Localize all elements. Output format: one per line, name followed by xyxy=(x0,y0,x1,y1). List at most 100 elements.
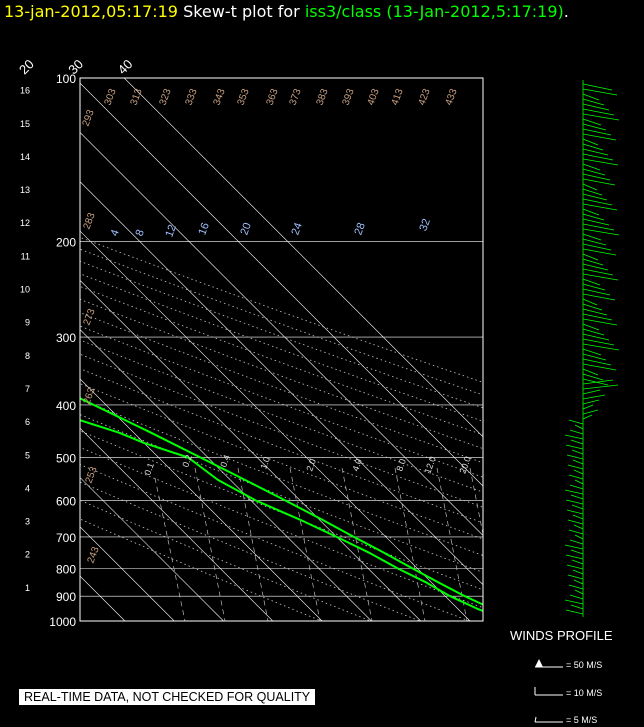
wind-key-barbs xyxy=(534,659,563,723)
wind-barb xyxy=(572,569,584,575)
isotherm-line xyxy=(80,131,483,536)
wind-barb xyxy=(582,373,604,381)
isotherm-line xyxy=(80,427,274,621)
isotherm-label: 40 xyxy=(115,56,136,77)
wind-barb xyxy=(582,308,608,316)
wind-barb xyxy=(582,158,619,166)
wind-barb xyxy=(582,298,598,306)
wind-barb xyxy=(582,268,614,276)
mixing-ratio-label: 12 xyxy=(163,223,178,239)
wind-barb xyxy=(582,358,612,366)
lower-mixing-label: 4.0 xyxy=(350,457,364,472)
isotherm-line xyxy=(80,82,483,487)
wind-barb xyxy=(564,434,584,440)
isotherm-line xyxy=(80,378,323,621)
theta-label: 373 xyxy=(288,87,304,107)
wind-barb xyxy=(582,118,602,126)
wind-key-barb xyxy=(534,716,537,723)
wind-barb xyxy=(571,559,584,565)
height-tick-label: 13 xyxy=(20,185,30,195)
wind-barb xyxy=(582,394,606,400)
theta-label: 283 xyxy=(82,211,98,231)
wind-barb xyxy=(582,178,616,186)
theta-label: 253 xyxy=(84,465,100,485)
wind-key-10: = 10 M/S xyxy=(566,688,603,698)
dewpoint-trace xyxy=(80,419,483,613)
wind-barb xyxy=(568,474,584,480)
wind-barb xyxy=(573,469,584,475)
wind-barb xyxy=(582,384,619,390)
theta-label: 393 xyxy=(341,87,357,107)
wind-barb xyxy=(565,554,584,560)
theta-label: 343 xyxy=(212,87,228,107)
isotherm-line xyxy=(80,526,175,621)
wind-barb xyxy=(566,564,584,570)
wind-barb xyxy=(582,273,619,281)
mixing-ratio-line xyxy=(237,467,269,621)
theta-label: 383 xyxy=(315,87,331,107)
theta-label: 433 xyxy=(444,87,460,107)
wind-barb xyxy=(582,83,613,91)
dry-adiabat xyxy=(80,353,483,508)
pressure-tick-label: 800 xyxy=(56,562,76,576)
height-tick-label: 11 xyxy=(21,251,30,261)
wind-barb xyxy=(582,123,607,131)
wind-barb xyxy=(582,343,620,351)
dry-adiabat xyxy=(80,286,483,436)
wind-barb xyxy=(582,208,600,216)
wind-barb xyxy=(582,404,594,410)
wind-barb xyxy=(582,283,606,291)
isotherm-line xyxy=(80,329,372,621)
height-tick-label: 15 xyxy=(20,119,30,129)
pressure-tick-label: 500 xyxy=(56,452,76,466)
isotherm-line xyxy=(123,78,483,438)
wind-barb xyxy=(582,233,602,241)
isotherm-line xyxy=(80,477,224,621)
quality-disclaimer: REAL-TIME DATA, NOT CHECKED FOR QUALITY xyxy=(19,689,316,705)
wind-barb xyxy=(582,148,609,156)
theta-label: 323 xyxy=(158,87,174,107)
dry-adiabat xyxy=(80,368,483,524)
wind-barb xyxy=(582,193,608,201)
wind-barb xyxy=(582,293,616,301)
wind-barb xyxy=(582,188,603,196)
mixing-ratio-line xyxy=(394,467,426,621)
wind-barb xyxy=(572,459,584,465)
wind-barb xyxy=(570,549,584,555)
wind-barb xyxy=(565,609,584,615)
wind-barb xyxy=(566,454,584,460)
theta-label: 403 xyxy=(366,87,382,107)
wind-barb xyxy=(582,228,620,236)
wind-barb xyxy=(569,429,584,435)
height-tick-label: 16 xyxy=(20,86,30,96)
wind-barb xyxy=(582,243,612,251)
mixing-ratio-line xyxy=(194,467,226,621)
wind-barb xyxy=(582,213,605,221)
lower-mixing-label: 2.0 xyxy=(304,457,318,472)
wind-barb xyxy=(568,419,584,425)
mixing-ratio-line xyxy=(469,467,483,537)
isotherm-label: 20 xyxy=(16,56,37,77)
wind-barb xyxy=(573,524,584,530)
wind-barb xyxy=(570,604,584,610)
wind-barb xyxy=(582,323,600,331)
diagram-labels: 1002003004005006007008009001000123456789… xyxy=(16,56,473,629)
wind-barb xyxy=(582,103,610,111)
lower-mixing-label: 1.0 xyxy=(258,455,272,470)
wind-barb xyxy=(582,98,605,106)
pressure-tick-label: 100 xyxy=(56,72,76,86)
dry-adiabat xyxy=(80,273,483,422)
theta-label: 273 xyxy=(82,307,98,327)
mixing-ratio-line xyxy=(154,477,186,621)
wind-barb xyxy=(574,534,584,540)
lower-mixing-label: 8.0 xyxy=(394,457,408,472)
wind-barb xyxy=(582,303,603,311)
dry-adiabat xyxy=(80,325,483,478)
temperature-trace xyxy=(80,397,483,606)
theta-label: 413 xyxy=(390,87,406,107)
dry-adiabat xyxy=(80,260,483,409)
wind-barb xyxy=(570,439,584,445)
isotherm-line xyxy=(80,230,471,621)
wind-barb xyxy=(582,348,602,356)
dry-adiabat xyxy=(80,383,483,540)
